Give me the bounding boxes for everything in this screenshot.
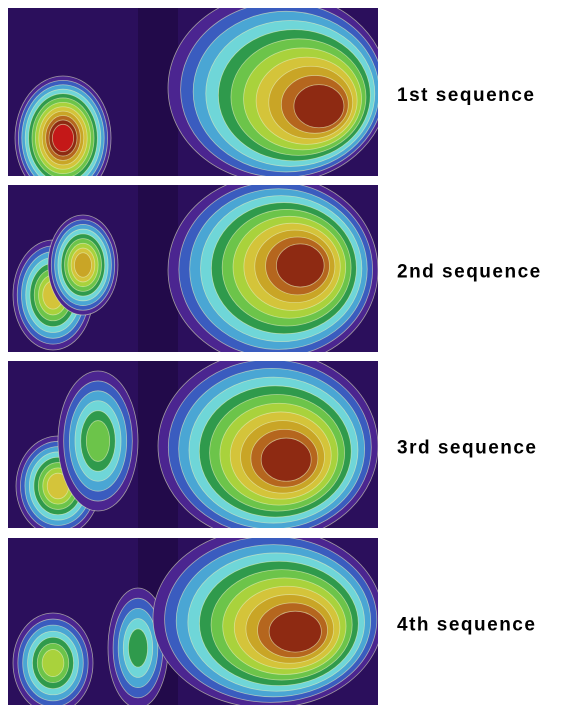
contour (74, 252, 92, 278)
contour (52, 123, 75, 153)
contour (85, 420, 111, 462)
heatmap-panel (8, 361, 378, 528)
panel-label: 1st sequence (397, 85, 535, 106)
heatmap-panel (8, 8, 378, 176)
contour (293, 84, 345, 129)
contour (260, 437, 312, 482)
contour (268, 610, 322, 653)
contour (127, 628, 148, 668)
panel-label: 2nd sequence (397, 262, 542, 283)
contour (276, 243, 325, 288)
heatmap-panel (8, 185, 378, 352)
heatmap-panel (8, 538, 378, 705)
contour (41, 649, 65, 677)
panel-label: 4th sequence (397, 615, 536, 636)
panel-label: 3rd sequence (397, 438, 538, 459)
